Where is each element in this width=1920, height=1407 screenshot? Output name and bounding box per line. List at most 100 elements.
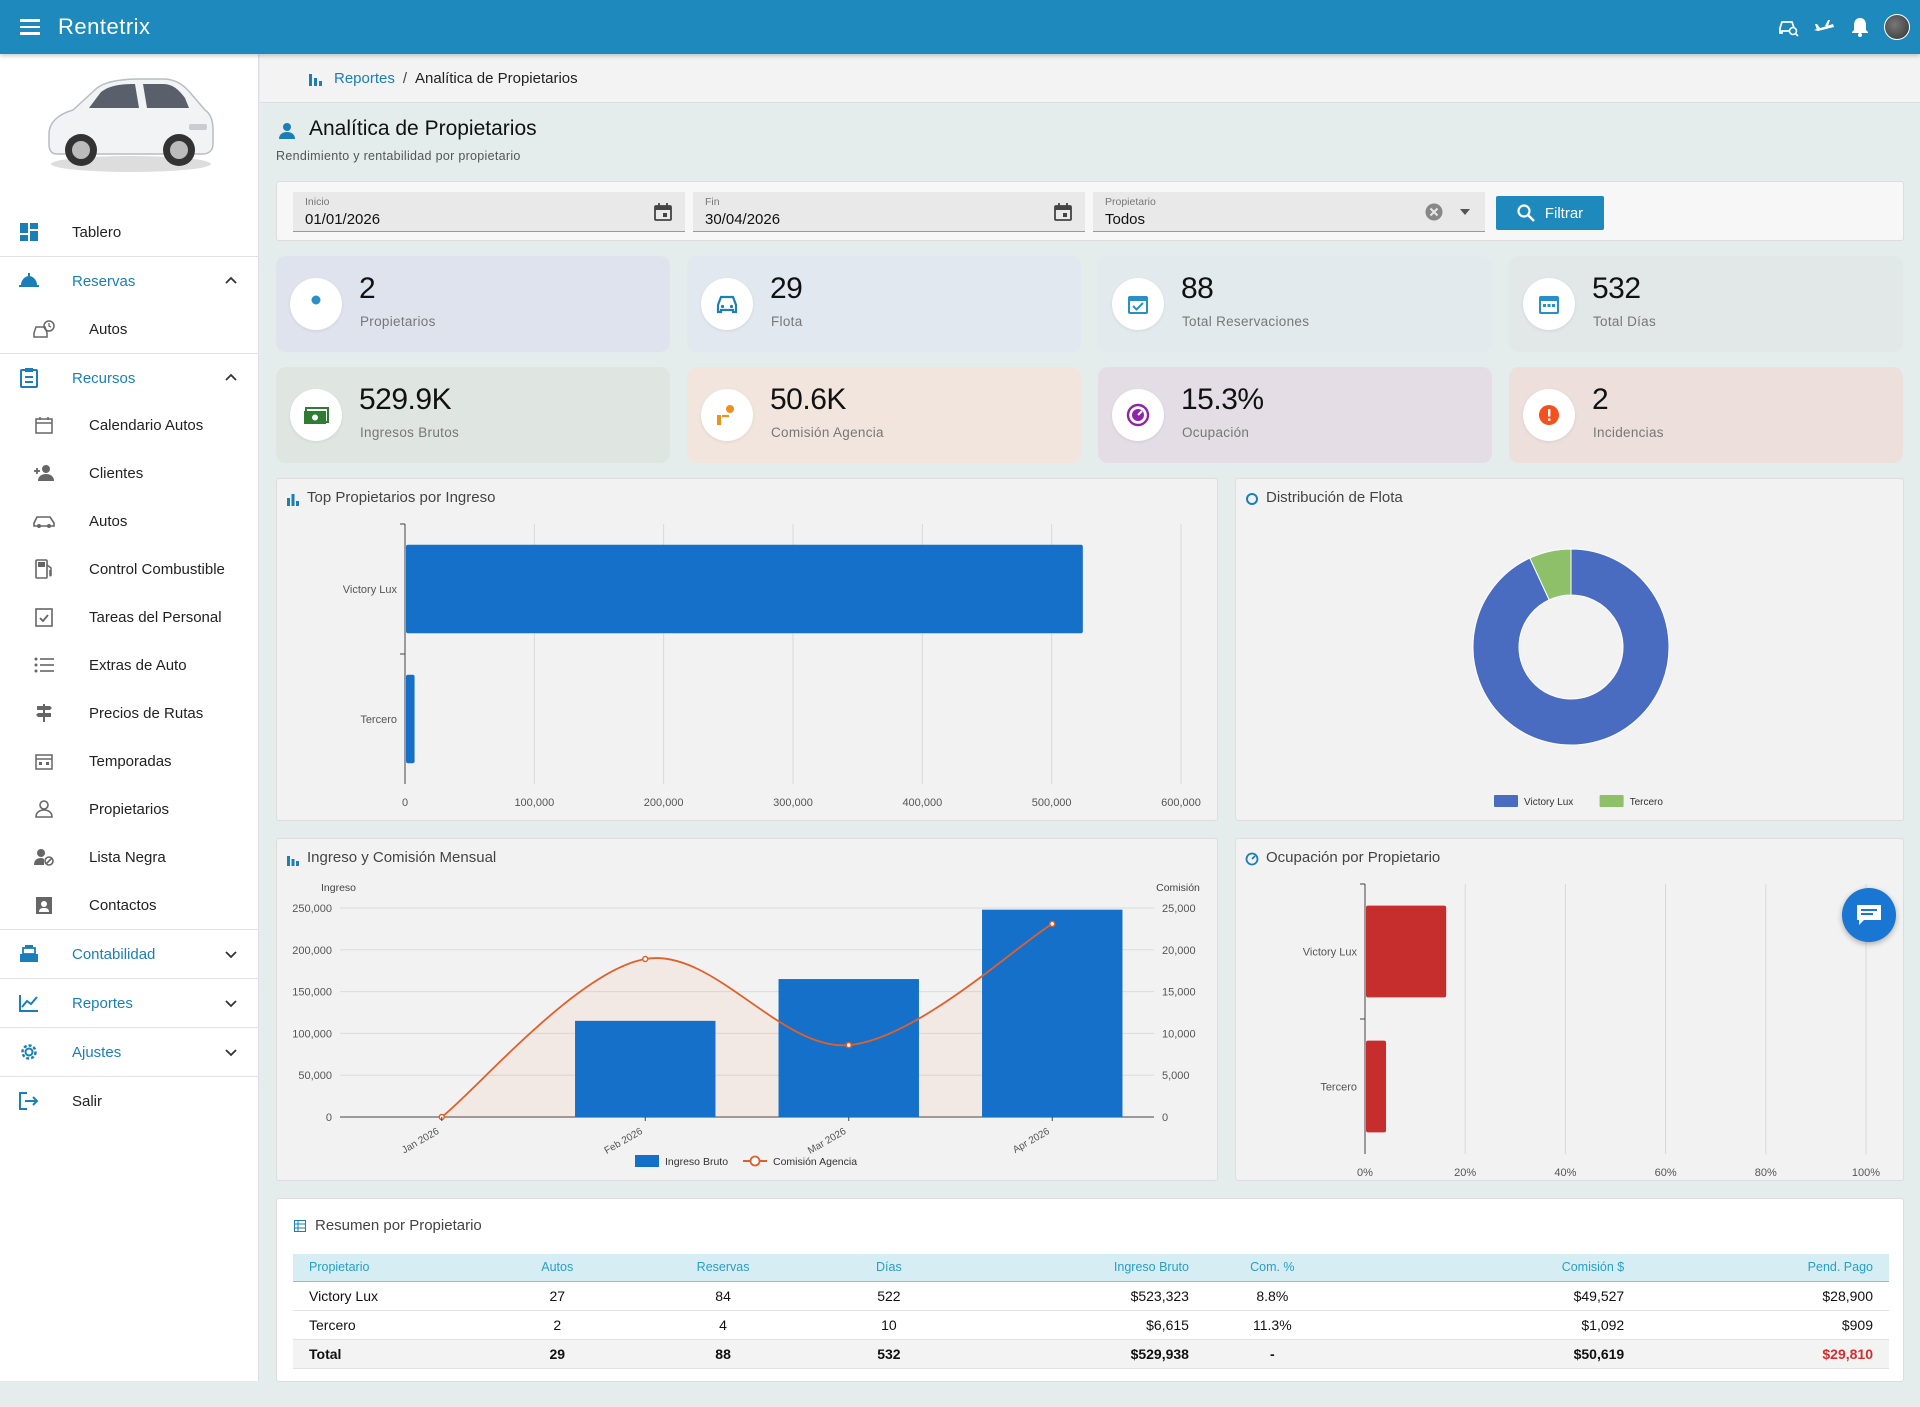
- table-cell: $50,619: [1339, 1339, 1641, 1369]
- table-cell: 2: [479, 1310, 635, 1340]
- tick-label: 200,000: [292, 945, 332, 957]
- tick-label: Mar 2026: [806, 1126, 848, 1157]
- stat-label: Ocupación: [1182, 425, 1250, 440]
- stat-value: 15.3%: [1181, 383, 1264, 416]
- calendar-check-icon: [1112, 278, 1164, 330]
- car-search-icon[interactable]: [1776, 15, 1800, 39]
- stat-value: 2: [1592, 383, 1609, 416]
- commission-area: [441, 923, 1053, 1117]
- sidebar-item-contactos[interactable]: Contactos: [0, 881, 259, 929]
- tick-label: Tercero: [1320, 1082, 1357, 1094]
- sidebar-item-precios-rutas[interactable]: Precios de Rutas: [0, 689, 259, 737]
- column-header[interactable]: Com. %: [1204, 1254, 1340, 1282]
- monthly-title: Ingreso y Comisión Mensual: [307, 849, 497, 866]
- tick-label: 0: [402, 797, 408, 809]
- sidebar-item-temporadas[interactable]: Temporadas: [0, 737, 259, 785]
- breadcrumb-separator: /: [402, 69, 408, 87]
- tick-label: 60%: [1655, 1167, 1677, 1179]
- sidebar-item-lista-negra[interactable]: Lista Negra: [0, 833, 259, 881]
- sidebar-item-autos[interactable]: Autos: [0, 497, 259, 545]
- column-header[interactable]: Ingreso Bruto: [966, 1254, 1205, 1282]
- tick-label: 400,000: [902, 797, 942, 809]
- table-cell: Victory Lux: [293, 1281, 480, 1311]
- owner-select-label: Propietario: [1105, 196, 1156, 208]
- cash-icon: [290, 389, 342, 441]
- start-date-field[interactable]: Inicio 01/01/2026: [293, 192, 685, 232]
- plane-icon[interactable]: [1812, 15, 1836, 39]
- sidebar-item-label: Extras de Auto: [89, 656, 187, 674]
- donut-slice-tercero: [1529, 548, 1572, 601]
- table-cell: 88: [634, 1339, 812, 1369]
- column-header[interactable]: Comisión $: [1339, 1254, 1641, 1282]
- tick-label: 100,000: [514, 797, 554, 809]
- occupancy-title: Ocupación por Propietario: [1266, 849, 1441, 866]
- table-total-row: Total 29 88 532 $529,938- $50,619 $29,810: [293, 1339, 1889, 1369]
- stat-label: Total Días: [1593, 314, 1657, 329]
- user-avatar[interactable]: [1884, 14, 1910, 40]
- dropdown-arrow-icon[interactable]: [1459, 208, 1471, 216]
- sidebar-item-salir[interactable]: Salir: [0, 1077, 259, 1125]
- table-cell: -: [1204, 1339, 1340, 1369]
- sidebar-item-tablero[interactable]: Tablero: [0, 208, 259, 256]
- tick-label: Feb 2026: [603, 1126, 645, 1157]
- car-icon: [33, 510, 55, 532]
- y-right-axis-label: Comisión: [1156, 882, 1200, 894]
- tick-label: 300,000: [773, 797, 813, 809]
- chat-icon: [1857, 905, 1881, 925]
- start-date-value: 01/01/2026: [305, 211, 381, 228]
- tick-label: 0: [1162, 1112, 1168, 1124]
- filter-button[interactable]: Filtrar: [1496, 196, 1604, 230]
- sidebar-item-calendario-autos[interactable]: Calendario Autos: [0, 401, 259, 449]
- sidebar-item-reportes[interactable]: Reportes: [0, 979, 259, 1027]
- donut-icon: [1246, 493, 1258, 505]
- chat-button[interactable]: [1842, 888, 1896, 942]
- legend-swatch: [1599, 795, 1624, 807]
- calendar-icon[interactable]: [653, 202, 673, 222]
- stat-value: 2: [359, 272, 376, 305]
- column-header[interactable]: Propietario: [293, 1254, 480, 1282]
- sidebar-item-reservas[interactable]: Reservas: [0, 257, 259, 305]
- tick-label: 25,000: [1162, 903, 1196, 915]
- end-date-field[interactable]: Fin 30/04/2026: [693, 192, 1085, 232]
- sidebar-item-control-combustible[interactable]: Control Combustible: [0, 545, 259, 593]
- speedometer-icon: [1112, 389, 1164, 441]
- occupancy-panel: Ocupación por Propietario 0% 20% 40% 60% 80%…: [1235, 838, 1904, 1181]
- clear-icon[interactable]: [1425, 203, 1443, 221]
- end-date-label: Fin: [705, 196, 720, 208]
- menu-icon[interactable]: [16, 12, 46, 42]
- sidebar-item-clientes[interactable]: Clientes: [0, 449, 259, 497]
- sidebar-item-contabilidad[interactable]: Contabilidad: [0, 930, 259, 978]
- sidebar-item-label: Precios de Rutas: [89, 704, 204, 722]
- table-cell: $29,810: [1640, 1339, 1889, 1369]
- owner-select[interactable]: Propietario Todos: [1093, 192, 1485, 232]
- owner-analytics-icon: [279, 123, 295, 139]
- fuel-icon: [33, 558, 55, 580]
- column-header[interactable]: Días: [811, 1254, 967, 1282]
- tick-label: 600,000: [1161, 797, 1201, 809]
- table-cell: $909: [1640, 1310, 1889, 1340]
- sidebar-item-tareas-personal[interactable]: Tareas del Personal: [0, 593, 259, 641]
- sidebar-item-propietarios[interactable]: Propietarios: [0, 785, 259, 833]
- chevron-up-icon: [225, 276, 237, 284]
- bell-icon[interactable]: [1848, 15, 1872, 39]
- tick-label: 20%: [1454, 1167, 1476, 1179]
- tick-label: 20,000: [1162, 945, 1196, 957]
- gear-icon: [18, 1041, 40, 1063]
- tick-label: Victory Lux: [343, 584, 398, 596]
- stat-value: 529.9K: [359, 383, 452, 416]
- sidebar-item-ajustes[interactable]: Ajustes: [0, 1028, 259, 1076]
- bar-chart-icon: [309, 74, 322, 86]
- calendar-icon[interactable]: [1053, 202, 1073, 222]
- sidebar-item-recursos[interactable]: Recursos: [0, 354, 259, 402]
- tick-label: 100%: [1852, 1167, 1880, 1179]
- column-header[interactable]: Pend. Pago: [1640, 1254, 1889, 1282]
- breadcrumb-reportes-link[interactable]: Reportes: [334, 69, 395, 87]
- sidebar-item-reservas-autos[interactable]: Autos: [0, 305, 259, 353]
- sidebar-item-extras-auto[interactable]: Extras de Auto: [0, 641, 259, 689]
- column-header[interactable]: Autos: [479, 1254, 635, 1282]
- monthly-chart: 0 0 50,000 5,000 100,000 10,000 150,000 15,000 2…: [292, 882, 1200, 1168]
- legend-swatch: [635, 1155, 659, 1167]
- tick-label: 200,000: [644, 797, 684, 809]
- column-header[interactable]: Reservas: [634, 1254, 812, 1282]
- table-cell: 532: [811, 1339, 967, 1369]
